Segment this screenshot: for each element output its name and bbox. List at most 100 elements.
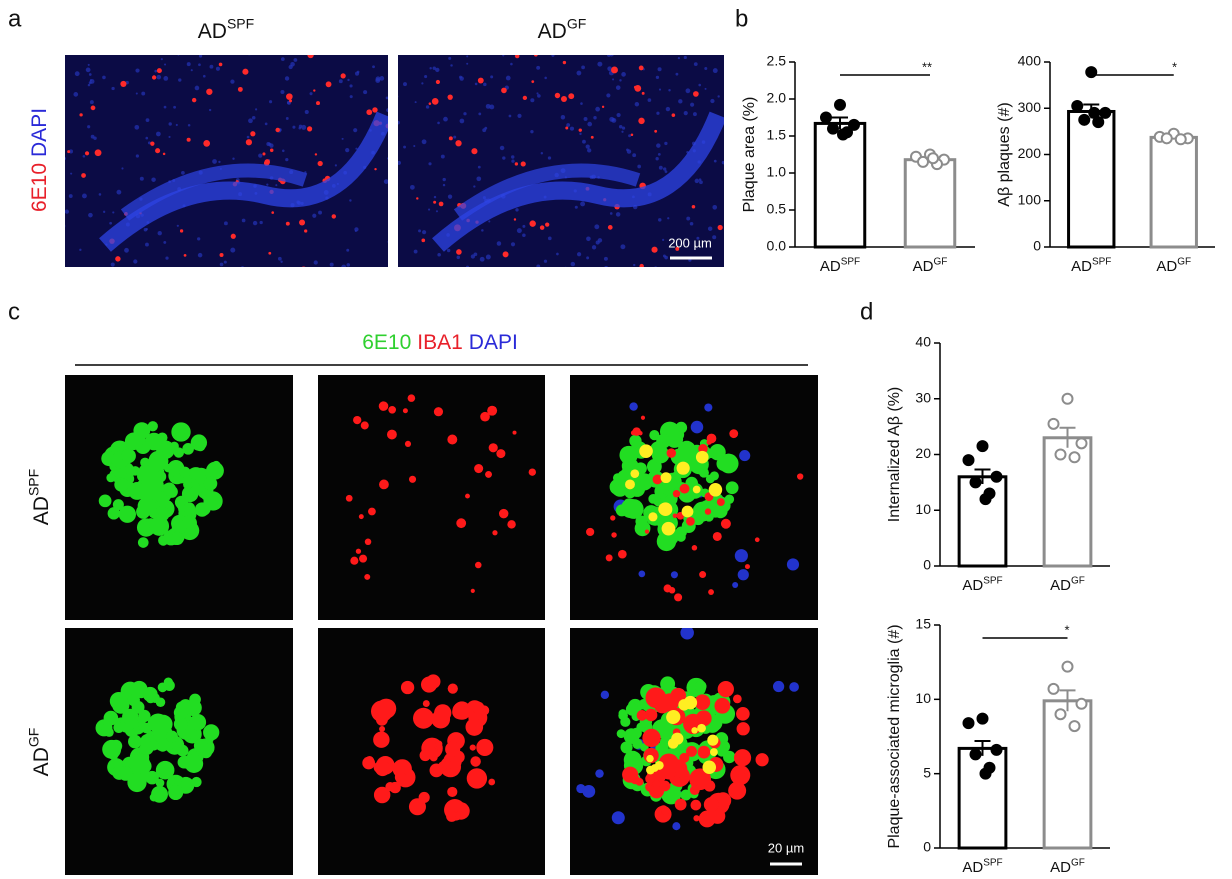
stain-spot (398, 120, 400, 125)
stain-spot (658, 502, 671, 516)
stain-spot (111, 86, 115, 91)
stain-spot (347, 78, 350, 82)
stain-spot (280, 266, 282, 267)
stain-spot (674, 798, 687, 811)
stain-spot (258, 153, 263, 158)
stain-spot (512, 430, 517, 435)
text-part: AD (962, 577, 983, 594)
y-tick-label: 0 (1033, 238, 1041, 254)
stain-spot (502, 272, 505, 275)
stain-spot (329, 262, 334, 267)
stain-spot (463, 112, 467, 116)
stain-spot (704, 66, 708, 70)
stain-spot (59, 116, 62, 119)
stain-spot (674, 593, 683, 602)
stain-spot (677, 440, 696, 459)
stain-spot (168, 785, 184, 801)
stain-spot (225, 281, 229, 285)
stain-spot (628, 134, 632, 138)
stain-spot (443, 116, 448, 122)
micrograph-content (576, 628, 799, 831)
stain-spot (372, 107, 378, 113)
stain-spot (655, 157, 659, 161)
stain-spot (198, 63, 201, 67)
error-bar (1059, 426, 1076, 448)
stain-spot (152, 273, 157, 278)
stain-spot (87, 63, 90, 66)
stain-spot (359, 554, 368, 563)
stain-spot (350, 556, 359, 565)
stain-spot (630, 469, 640, 479)
y-tick-label: 0.0 (767, 238, 787, 254)
stain-spot (307, 55, 314, 59)
stain-spot (421, 139, 427, 145)
stain-spot (284, 76, 290, 81)
stain-spot (334, 164, 338, 167)
stain-spot (456, 255, 461, 260)
stain-spot (539, 225, 545, 230)
stain-spot (667, 217, 670, 220)
stain-spot (171, 519, 187, 535)
stain-spot (349, 95, 353, 99)
stain-spot (616, 729, 626, 739)
stain-spot (455, 140, 462, 147)
hippocampus-band (120, 163, 308, 221)
stain-spot (659, 780, 671, 792)
stain-spot (447, 683, 458, 694)
stain-spot (654, 266, 658, 267)
stain-spot (616, 112, 621, 118)
stain-spot (609, 212, 613, 215)
stain-spot (511, 159, 515, 163)
stain-spot (413, 249, 418, 254)
stain-spot (209, 50, 213, 54)
stain-spot (113, 722, 125, 733)
scale-bar-label: 20 µm (768, 840, 804, 855)
text-part: 6E10 (362, 331, 411, 354)
stain-spot (173, 777, 182, 786)
stain-spot (388, 405, 397, 414)
stain-spot (466, 55, 469, 58)
stain-spot (447, 786, 458, 797)
stain-spot (661, 807, 670, 816)
micrograph-content (398, 55, 734, 275)
micrograph-content (345, 394, 536, 593)
stain-spot (282, 149, 285, 153)
stain-spot (168, 122, 172, 126)
stain-spot (79, 248, 82, 252)
stain-spot (474, 82, 478, 86)
stain-spot (266, 183, 269, 186)
data-point (1047, 682, 1060, 695)
data-point (1068, 720, 1081, 733)
stain-spot (730, 109, 734, 113)
stain-spot (94, 149, 102, 157)
stain-spot (677, 57, 681, 60)
stain-spot (165, 33, 170, 38)
data-point (969, 476, 982, 489)
stain-spot (513, 218, 517, 221)
stain-spot (53, 231, 57, 235)
stain-spot (470, 588, 475, 593)
panel-label: b (735, 5, 748, 32)
stain-spot (661, 765, 676, 780)
stain-spot (609, 55, 614, 57)
stain-spot (554, 92, 561, 99)
stain-spot (220, 283, 225, 288)
stain-spot (230, 233, 236, 239)
stain-spot (387, 240, 388, 243)
stain-spot (241, 283, 244, 286)
stain-spot (299, 219, 306, 226)
stain-spot (418, 229, 422, 233)
stain-spot (580, 102, 583, 105)
stain-spot (230, 42, 233, 45)
stain-spot (325, 81, 332, 88)
data-point (820, 111, 832, 124)
stain-spot (672, 822, 681, 831)
stain-spot (679, 752, 690, 763)
y-axis-label: Internalized Aβ (%) (886, 387, 903, 522)
stain-spot (424, 75, 428, 79)
x-tick-label: ADGF (913, 256, 948, 275)
stain-spot (582, 139, 586, 144)
stain-spot (331, 214, 337, 219)
stain-spot (387, 157, 388, 160)
stain-spot (465, 493, 470, 499)
